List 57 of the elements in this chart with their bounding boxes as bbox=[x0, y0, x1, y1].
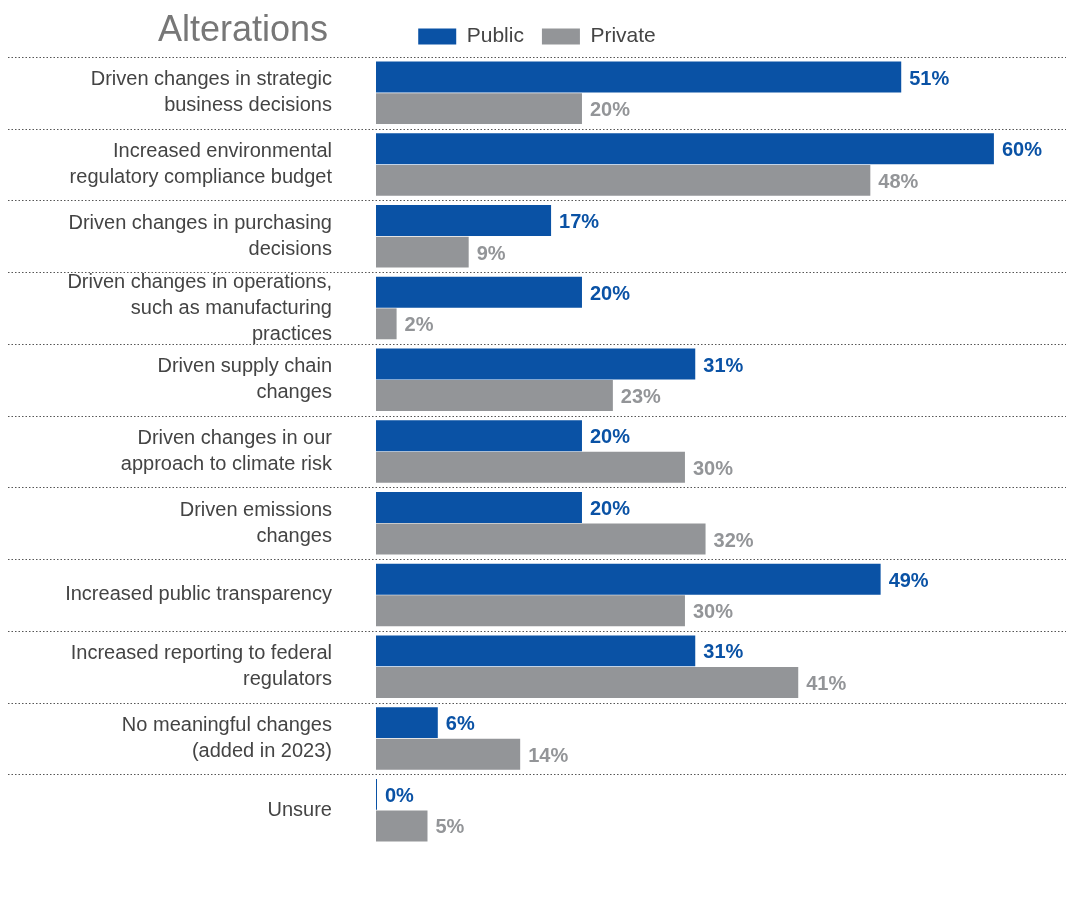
y-tick-label: No meaningful changes (added in 2023) bbox=[121, 712, 332, 761]
data-label: 41% bbox=[806, 671, 847, 694]
data-label: 9% bbox=[476, 241, 506, 264]
y-tick-label: Increased environmental regulatory compliance budget bbox=[69, 139, 333, 188]
data-label: 48% bbox=[878, 169, 919, 192]
data-label: 60% bbox=[1001, 138, 1043, 161]
data-label: 20% bbox=[589, 98, 631, 121]
y-tick-label: Driven changes in purchasing decisions bbox=[68, 210, 332, 259]
bar bbox=[376, 205, 552, 236]
bar bbox=[376, 738, 521, 770]
data-label: 0% bbox=[385, 783, 415, 806]
data-label: 31% bbox=[703, 353, 744, 376]
data-label: 31% bbox=[703, 640, 744, 663]
data-label: 5% bbox=[435, 815, 465, 838]
data-label: 20% bbox=[589, 496, 631, 519]
y-tick-label: Driven changes in our approach to climate risk bbox=[120, 426, 333, 475]
chart-title: Alterations bbox=[158, 8, 329, 50]
bar bbox=[376, 164, 871, 196]
y-tick-label: Driven changes in operations, such as manufacturing practices bbox=[67, 269, 332, 344]
bar bbox=[376, 380, 613, 412]
bar bbox=[376, 523, 706, 555]
bar bbox=[376, 61, 902, 93]
bar bbox=[376, 133, 994, 165]
legend-label: Public bbox=[466, 23, 524, 47]
data-label: 2% bbox=[404, 313, 434, 336]
y-tick-label: Driven changes in strategic business decisions bbox=[90, 67, 332, 116]
bar bbox=[376, 491, 582, 523]
bar bbox=[376, 563, 881, 595]
data-label: 51% bbox=[909, 66, 950, 89]
y-tick-label: Increased reporting to federal regulators bbox=[70, 641, 332, 690]
bar bbox=[376, 667, 799, 698]
legend-label: Private bbox=[590, 23, 656, 47]
y-tick-label: Driven emissions changes bbox=[179, 497, 332, 546]
data-label: 30% bbox=[692, 600, 734, 623]
bar bbox=[376, 451, 685, 483]
data-label: 49% bbox=[888, 568, 929, 591]
data-label: 32% bbox=[713, 528, 754, 551]
data-label: 20% bbox=[589, 425, 631, 448]
data-label: 30% bbox=[692, 456, 734, 479]
y-tick-label: Increased public transparency bbox=[65, 582, 332, 605]
data-label: 6% bbox=[445, 712, 475, 735]
bar bbox=[376, 348, 696, 380]
data-label: 23% bbox=[620, 385, 662, 408]
bar bbox=[376, 308, 397, 340]
bar bbox=[376, 93, 582, 125]
bar bbox=[376, 635, 696, 667]
data-label: 20% bbox=[589, 281, 631, 304]
y-tick-label: Unsure bbox=[267, 797, 332, 820]
data-label: 17% bbox=[559, 210, 600, 233]
data-label: 14% bbox=[528, 743, 569, 766]
bar bbox=[376, 707, 438, 739]
bar bbox=[376, 420, 582, 452]
bar bbox=[376, 810, 428, 842]
y-tick-label: Driven supply chain changes bbox=[157, 354, 332, 403]
bar bbox=[376, 276, 582, 308]
bar bbox=[376, 595, 685, 627]
bar bbox=[376, 236, 469, 268]
